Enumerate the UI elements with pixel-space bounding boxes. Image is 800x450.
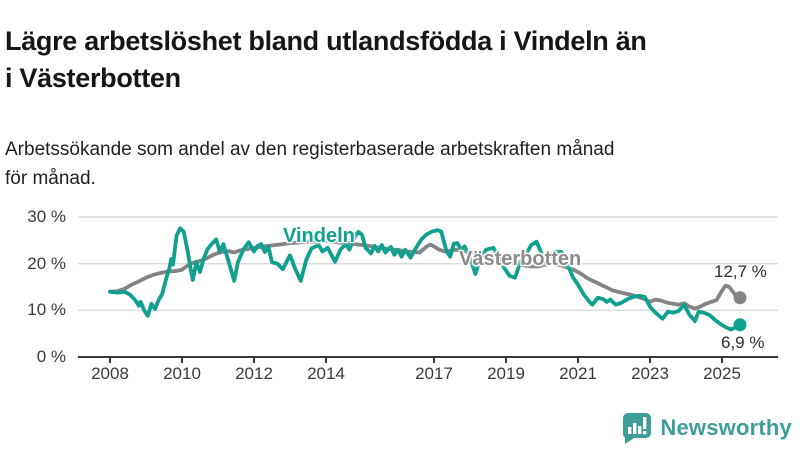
x-tick-label: 2017 <box>415 364 453 383</box>
brand-wordmark: Newsworthy <box>660 414 792 440</box>
x-tick-label: 2010 <box>163 364 201 383</box>
end-value-vindeln: 6,9 % <box>721 333 765 352</box>
x-tick-label: 2008 <box>91 364 129 383</box>
series-end-dot-västerbotten <box>733 291 747 305</box>
end-value-vasterbotten: 12,7 % <box>714 262 767 281</box>
newsworthy-logo: Newsworthy <box>620 410 792 445</box>
y-tick-label: 30 % <box>27 207 66 226</box>
x-tick-label: 2023 <box>631 364 669 383</box>
x-tick-label: 2012 <box>235 364 273 383</box>
y-tick-label: 20 % <box>27 253 66 273</box>
y-tick-label: 10 % <box>27 300 66 320</box>
series-label-vindeln: Vindeln <box>283 225 355 247</box>
y-tick-label: 0 % <box>36 347 66 366</box>
x-tick-label: 2021 <box>559 364 597 383</box>
series-label-vasterbotten: Västerbotten <box>459 248 582 270</box>
x-tick-label: 2014 <box>307 364 345 383</box>
series-line-vindeln <box>108 226 742 332</box>
chart-subtitle: Arbetssökande som andel av den registerb… <box>5 139 615 189</box>
series-end-dot-vindeln <box>733 318 747 332</box>
x-tick-label: 2019 <box>487 364 525 383</box>
x-tick-label: 2025 <box>703 364 741 383</box>
speech-bubble-bar-chart-icon <box>623 412 652 444</box>
page-title: Lägre arbetslöshet bland utlandsfödda i … <box>5 26 647 94</box>
